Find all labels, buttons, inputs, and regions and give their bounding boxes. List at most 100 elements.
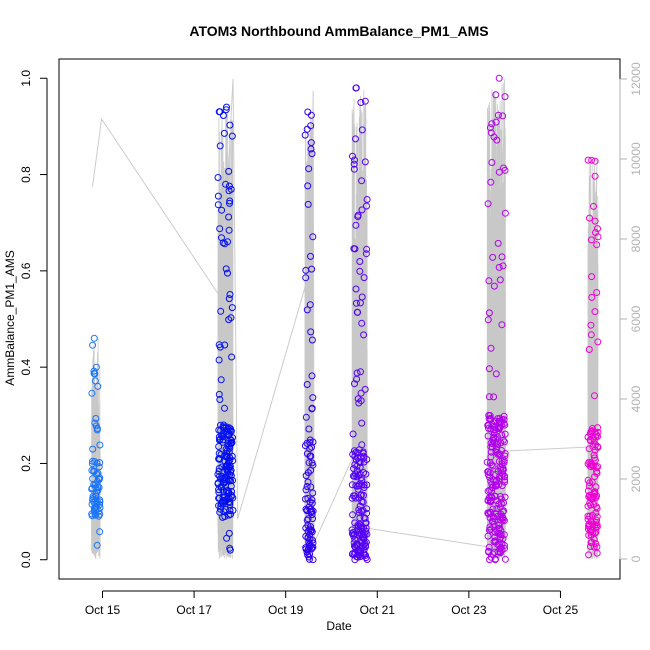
data-point bbox=[304, 200, 312, 208]
data-point bbox=[589, 434, 597, 442]
data-point bbox=[357, 99, 365, 106]
data-point bbox=[485, 543, 493, 551]
data-point bbox=[360, 535, 368, 543]
data-point bbox=[586, 214, 593, 222]
data-point bbox=[591, 172, 599, 180]
data-point bbox=[360, 331, 368, 339]
data-point bbox=[219, 433, 226, 441]
data-point bbox=[358, 419, 366, 427]
data-point bbox=[588, 293, 596, 301]
data-point bbox=[357, 397, 365, 405]
data-point bbox=[307, 122, 315, 130]
data-point bbox=[357, 389, 365, 397]
data-point bbox=[224, 269, 231, 277]
data-point bbox=[351, 461, 359, 469]
data-point bbox=[96, 504, 104, 512]
data-point bbox=[363, 202, 370, 210]
data-point bbox=[226, 291, 234, 298]
data-point bbox=[486, 523, 494, 531]
y2-tick-label: 0 bbox=[629, 555, 643, 562]
data-point bbox=[218, 234, 225, 242]
data-point bbox=[215, 467, 223, 475]
data-point bbox=[226, 121, 234, 129]
data-point bbox=[216, 142, 224, 150]
data-point bbox=[496, 276, 504, 284]
data-point bbox=[308, 336, 316, 344]
data-point bbox=[588, 273, 596, 281]
data-point bbox=[214, 192, 222, 200]
chart-title: ATOM3 Northbound AmmBalance_PM1_AMS bbox=[189, 23, 488, 39]
data-point bbox=[501, 493, 509, 501]
data-point bbox=[501, 166, 509, 174]
data-point bbox=[357, 552, 365, 560]
data-point bbox=[94, 382, 102, 390]
data-point bbox=[495, 74, 503, 82]
data-point bbox=[306, 452, 314, 460]
data-point bbox=[307, 466, 315, 474]
data-point bbox=[225, 182, 233, 190]
data-point bbox=[307, 252, 314, 260]
data-point bbox=[349, 152, 356, 160]
data-point bbox=[225, 488, 233, 496]
data-point bbox=[305, 459, 313, 467]
data-point bbox=[226, 199, 233, 207]
data-point bbox=[362, 543, 370, 551]
data-point bbox=[360, 491, 367, 499]
data-point bbox=[488, 487, 496, 495]
data-point bbox=[490, 133, 498, 141]
data-point bbox=[215, 449, 223, 457]
data-point bbox=[586, 479, 594, 487]
data-point bbox=[496, 535, 504, 543]
data-point bbox=[488, 443, 496, 451]
data-point bbox=[485, 393, 493, 401]
data-point bbox=[217, 376, 225, 384]
data-point bbox=[88, 389, 96, 397]
data-point bbox=[226, 544, 234, 552]
data-point bbox=[351, 380, 358, 388]
data-point bbox=[228, 439, 236, 446]
data-point bbox=[498, 253, 506, 261]
data-point bbox=[352, 285, 360, 293]
data-point bbox=[489, 484, 496, 492]
data-point bbox=[92, 496, 99, 504]
data-point bbox=[304, 521, 312, 529]
data-point bbox=[486, 124, 494, 132]
data-point bbox=[591, 308, 599, 316]
data-point bbox=[363, 556, 371, 563]
data-point bbox=[215, 465, 223, 472]
x-tick-label: Oct 17 bbox=[176, 603, 212, 617]
data-point bbox=[225, 424, 233, 432]
data-point bbox=[93, 541, 101, 549]
data-point bbox=[489, 550, 497, 558]
data-point bbox=[302, 413, 310, 421]
data-point bbox=[219, 438, 227, 446]
data-point bbox=[588, 156, 596, 164]
data-point bbox=[222, 106, 230, 114]
data-point bbox=[352, 84, 360, 92]
data-point bbox=[492, 370, 500, 378]
data-point bbox=[224, 442, 232, 450]
data-point bbox=[353, 369, 361, 377]
data-point bbox=[349, 430, 357, 438]
data-point bbox=[591, 157, 599, 165]
data-point bbox=[594, 443, 602, 451]
data-point bbox=[356, 267, 364, 275]
data-point bbox=[226, 427, 234, 435]
data-point bbox=[305, 553, 313, 561]
data-point bbox=[497, 495, 505, 503]
data-point bbox=[358, 481, 366, 489]
data-point bbox=[221, 404, 228, 412]
data-point bbox=[93, 459, 101, 467]
y2-tick-label: 10000 bbox=[629, 142, 643, 176]
data-point bbox=[488, 159, 496, 166]
data-point bbox=[301, 131, 309, 139]
data-point bbox=[487, 344, 495, 352]
data-point bbox=[585, 522, 592, 530]
data-point bbox=[222, 463, 230, 471]
data-point bbox=[361, 158, 369, 166]
data-point bbox=[228, 452, 236, 460]
y-tick-label: 0.8 bbox=[19, 166, 33, 183]
data-point bbox=[90, 498, 98, 506]
data-point bbox=[90, 334, 98, 342]
